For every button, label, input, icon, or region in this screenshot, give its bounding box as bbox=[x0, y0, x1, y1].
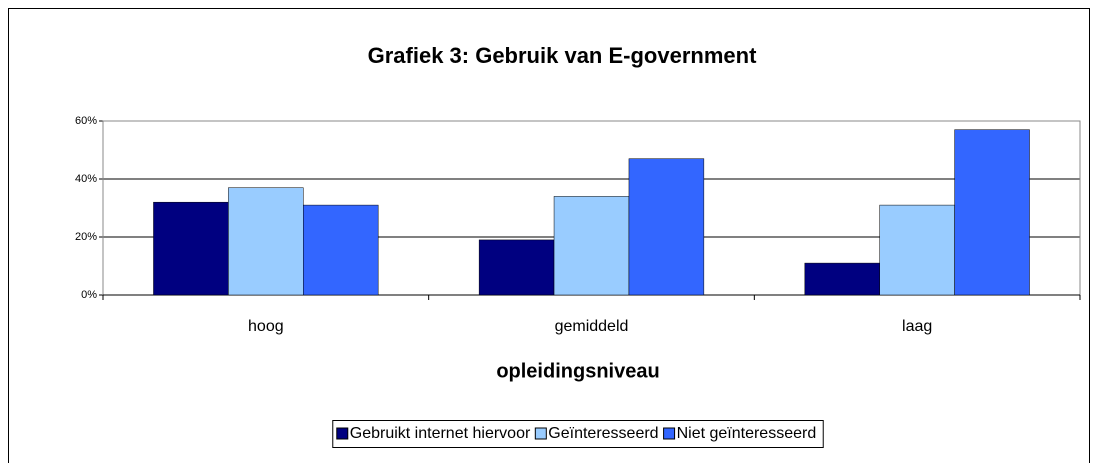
bar bbox=[478, 239, 555, 296]
bar bbox=[804, 262, 880, 296]
y-tick-label: 20% bbox=[75, 231, 97, 243]
y-tick-label: 40% bbox=[75, 173, 97, 185]
bar bbox=[879, 204, 955, 296]
x-tick-label: laag bbox=[902, 318, 932, 335]
y-tick-label: 0% bbox=[81, 289, 97, 301]
legend bbox=[332, 420, 824, 448]
legend-swatch bbox=[336, 427, 349, 440]
legend-label: Gebruikt internet hiervoor bbox=[350, 425, 531, 442]
legend-swatch bbox=[663, 427, 676, 440]
x-tick-label: hoog bbox=[248, 318, 284, 335]
chart-title: Grafiek 3: Gebruik van E-government bbox=[368, 43, 757, 68]
bar bbox=[153, 201, 229, 296]
bar bbox=[954, 129, 1030, 296]
bar bbox=[303, 204, 379, 296]
x-tick-label: gemiddeld bbox=[555, 318, 629, 335]
y-tick-label: 60% bbox=[75, 115, 97, 127]
legend-label: Niet geïnteresseerd bbox=[677, 425, 817, 442]
legend-label: Geïnteresseerd bbox=[548, 425, 658, 442]
bar bbox=[628, 158, 705, 296]
bar bbox=[553, 196, 630, 296]
bar bbox=[228, 187, 304, 296]
x-axis-title: opleidingsniveau bbox=[496, 360, 659, 382]
legend-swatch bbox=[534, 427, 547, 440]
